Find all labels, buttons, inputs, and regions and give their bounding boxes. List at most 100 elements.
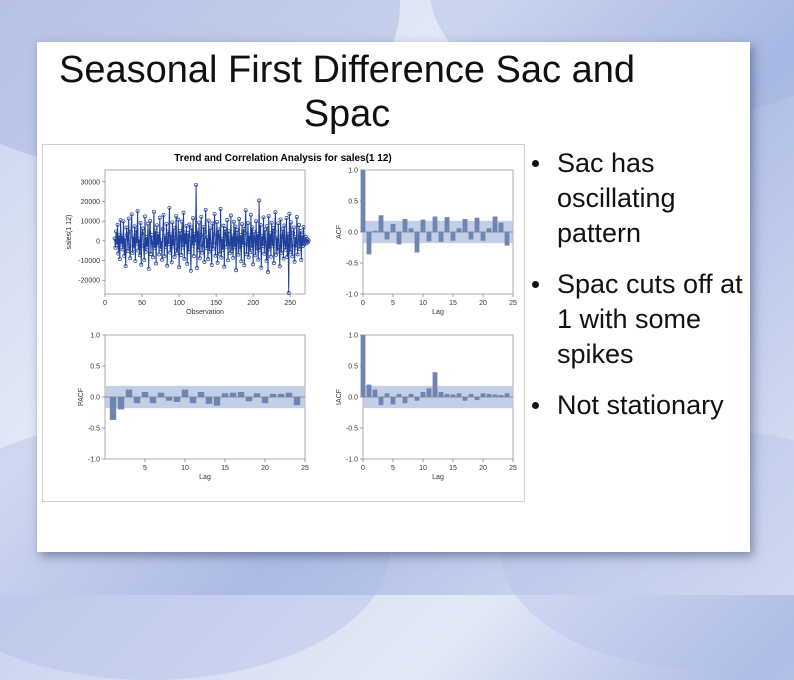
data-point <box>273 210 278 215</box>
data-point <box>225 218 230 222</box>
data-point <box>171 225 176 230</box>
data-point <box>211 246 216 251</box>
correlation-bar <box>426 232 432 242</box>
data-point <box>258 222 263 227</box>
x-tick-label: 10 <box>419 300 427 307</box>
correlation-bar <box>414 397 420 401</box>
y-tick-label: -20000 <box>78 278 100 285</box>
x-tick-label: 20 <box>479 300 487 307</box>
correlation-bar <box>456 228 462 232</box>
correlation-bar <box>117 397 125 410</box>
data-point <box>291 225 296 230</box>
data-point <box>174 213 179 218</box>
data-point <box>140 226 145 231</box>
data-point <box>212 211 217 216</box>
y-tick-label: -0.5 <box>346 426 358 433</box>
data-point <box>120 247 125 252</box>
data-point <box>208 226 213 231</box>
data-point <box>291 230 296 235</box>
correlation-bar <box>384 232 390 240</box>
data-point <box>134 227 139 232</box>
data-point <box>123 235 127 240</box>
data-point <box>137 237 142 242</box>
data-point <box>114 229 119 234</box>
data-point <box>275 249 280 254</box>
data-point <box>262 251 267 256</box>
data-point <box>188 236 193 241</box>
data-point <box>141 243 146 248</box>
x-tick-label: 15 <box>449 300 457 307</box>
correlation-bar <box>396 232 402 245</box>
data-point <box>260 234 264 239</box>
data-point <box>237 247 242 252</box>
y-axis-label: sales(1 12) <box>66 215 73 250</box>
x-tick-label: 5 <box>391 300 395 307</box>
data-point <box>168 232 173 237</box>
y-tick-label: 1.0 <box>348 333 358 340</box>
data-point <box>228 213 233 218</box>
correlation-bar <box>245 397 253 402</box>
data-point <box>172 254 177 259</box>
data-point <box>148 219 153 223</box>
y-tick-label: -1.0 <box>346 457 358 464</box>
data-point <box>246 221 250 226</box>
data-point <box>234 228 239 232</box>
data-point <box>144 235 149 240</box>
data-point <box>160 226 165 231</box>
data-point <box>248 250 253 255</box>
data-point <box>260 244 265 248</box>
bullet-item: Not stationary <box>532 388 747 423</box>
data-point <box>233 224 238 229</box>
correlation-bar <box>426 388 432 397</box>
data-point <box>283 247 288 252</box>
data-point <box>237 217 242 221</box>
data-point <box>223 231 228 236</box>
data-point <box>177 265 182 270</box>
data-point <box>138 220 143 225</box>
data-point <box>190 243 195 248</box>
data-point <box>166 229 170 234</box>
data-point <box>279 250 284 255</box>
correlation-bar <box>141 392 149 397</box>
data-point <box>216 227 221 232</box>
data-point <box>219 255 224 260</box>
correlation-bar <box>408 228 414 232</box>
data-point <box>179 253 184 257</box>
x-tick-label: 0 <box>361 465 365 472</box>
x-tick-label: 10 <box>419 465 427 472</box>
correlation-bar <box>237 392 245 397</box>
data-point <box>183 242 188 247</box>
data-point <box>114 243 119 247</box>
data-point <box>160 257 164 262</box>
data-point <box>287 211 292 216</box>
correlation-bar <box>480 232 486 241</box>
y-tick-label: 0.0 <box>348 395 358 402</box>
data-point <box>236 252 241 257</box>
y-tick-label: 0 <box>96 238 100 245</box>
bullet-text: Sac has oscillating pattern <box>557 148 676 248</box>
correlation-bar <box>444 217 450 232</box>
data-point <box>166 242 171 246</box>
data-point <box>247 233 252 238</box>
data-point <box>257 248 262 253</box>
data-point <box>270 244 275 249</box>
correlation-bar <box>462 397 468 401</box>
data-point <box>213 253 218 258</box>
data-point <box>214 220 219 224</box>
y-tick-label: -1.0 <box>88 457 100 464</box>
correlation-bar <box>125 389 133 397</box>
data-point <box>276 221 281 226</box>
data-point <box>180 219 184 224</box>
data-point <box>229 248 234 253</box>
bullet-dot-icon <box>532 281 539 288</box>
x-axis-label: Observation <box>186 309 224 316</box>
slide: Seasonal First Difference Sac and Spac T… <box>37 42 750 552</box>
correlation-bar <box>396 393 402 397</box>
data-point <box>146 221 150 226</box>
data-point <box>241 226 246 231</box>
correlation-bar <box>269 393 277 397</box>
data-point <box>164 221 169 226</box>
data-point <box>122 253 127 258</box>
correlation-bar <box>480 393 486 397</box>
correlation-bar <box>486 393 492 397</box>
